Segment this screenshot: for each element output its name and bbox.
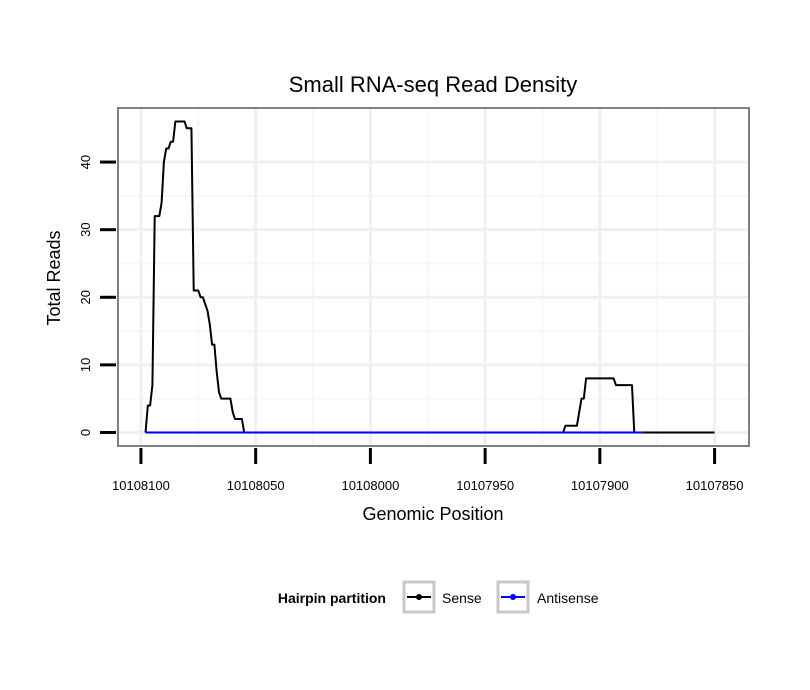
y-tick-label: 40 (78, 155, 93, 169)
y-tick-label: 20 (78, 290, 93, 304)
y-axis-title: Total Reads (44, 230, 64, 325)
y-tick-label: 0 (78, 429, 93, 436)
legend-marker-sense (416, 594, 422, 600)
x-tick-label: 10107950 (456, 478, 514, 493)
x-tick-label: 10107850 (686, 478, 744, 493)
x-tick-label: 10108100 (112, 478, 170, 493)
x-axis-title: Genomic Position (362, 504, 503, 524)
x-axis: 10108100 10108050 10108000 10107950 10107900… (112, 448, 744, 493)
chart-title: Small RNA-seq Read Density (289, 72, 578, 97)
x-tick-label: 10108050 (227, 478, 285, 493)
series-line-sense (144, 120, 715, 434)
legend-item-sense: Sense (402, 580, 482, 614)
plot-area (117, 107, 750, 447)
legend-item-antisense: Antisense (496, 580, 599, 614)
legend-marker-antisense (510, 594, 516, 600)
legend-title: Hairpin partition (278, 590, 386, 606)
y-tick-label: 10 (78, 358, 93, 372)
y-axis: 0 10 20 30 40 (78, 155, 116, 436)
grid-lines (118, 108, 749, 446)
legend-label-antisense: Antisense (537, 590, 599, 606)
legend: Hairpin partition Sense Antisense (278, 580, 599, 614)
x-tick-label: 10107900 (571, 478, 629, 493)
panel-background (118, 108, 749, 446)
x-tick-label: 10108000 (341, 478, 399, 493)
legend-label-sense: Sense (442, 590, 482, 606)
y-tick-label: 30 (78, 222, 93, 236)
panel-border (117, 107, 750, 447)
data-series (144, 120, 715, 434)
